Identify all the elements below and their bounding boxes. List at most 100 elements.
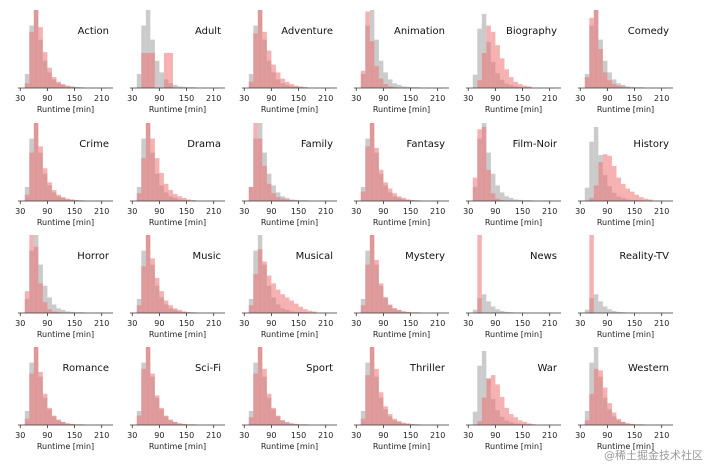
genre-bar [271,64,276,88]
genre-bar [495,384,500,425]
genre-bar [51,415,57,425]
genre-bar [257,347,263,425]
genre-bar [266,50,272,88]
x-axis-label: Runtime [min] [37,442,94,451]
x-tick-label: 150 [515,94,530,103]
genre-bar [47,67,52,88]
all-movies-bar [495,309,500,313]
x-tick-label: 90 [42,431,52,440]
x-tick-label: 30 [127,207,137,216]
genre-bar [56,419,61,425]
genre-title: Horror [77,251,110,262]
all-movies-bar [154,60,160,88]
x-tick-label: 90 [154,94,164,103]
all-movies-bar [24,186,30,201]
all-movies-bar [65,311,71,313]
genre-bar [177,196,183,201]
genre-bar [643,198,649,201]
x-axis-label: Runtime [min] [485,330,542,339]
x-tick-label: 90 [42,94,52,103]
genre-bar [253,373,258,425]
genre-bar [486,169,491,201]
genre-bar [284,297,290,313]
genre-bar [33,347,39,425]
genre-bar [271,193,276,201]
genre-bar [477,129,482,201]
genre-bar [396,309,402,313]
genre-bar [396,196,402,201]
genre-bar [145,235,151,313]
all-movies-bar [24,410,30,425]
genre-bar [378,78,384,88]
genre-bar [159,172,164,201]
x-tick-label: 30 [463,207,473,216]
genre-bar [392,193,397,201]
x-tick-label: 30 [575,319,585,328]
all-movies-bar [401,86,407,88]
genre-bar [634,194,640,201]
x-tick-label: 30 [351,94,361,103]
genre-bar [518,84,523,88]
genre-bar [56,194,61,201]
genre-title: Adult [195,26,221,37]
all-movies-bar [508,197,514,201]
x-tick-label: 90 [154,431,164,440]
genre-bar [248,81,254,88]
genre-bar [360,70,366,88]
genre-bar [42,393,48,425]
genre-bar [163,300,169,313]
genre-bar [29,152,34,201]
genre-title: Family [301,139,333,150]
genre-title: Adventure [281,26,333,37]
genre-bar [607,155,612,201]
genre-bar [284,81,290,88]
genre-bar [70,199,75,201]
genre-bar [387,305,393,313]
all-movies-bar [630,86,635,88]
x-tick-label: 210 [318,207,333,216]
x-axis-label: Runtime [min] [373,105,430,114]
genre-bar [186,199,192,201]
genre-bar [284,422,290,425]
genre-bar [593,185,599,201]
x-axis-label: Runtime [min] [261,442,318,451]
x-tick-label: 30 [463,431,473,440]
x-tick-label: 150 [627,319,642,328]
genre-bar [29,31,34,88]
genre-bar [630,191,635,201]
genre-bar [145,123,151,201]
all-movies-bar [383,72,388,88]
all-movies-bar [611,79,617,88]
genre-bar [253,274,258,313]
genre-bar [513,417,519,425]
genre-bar [47,309,52,313]
x-tick-label: 30 [239,207,249,216]
genre-bar [168,419,173,425]
genre-bar [248,186,254,201]
x-tick-label: 150 [291,94,306,103]
genre-bar [266,275,272,313]
x-axis-label: Runtime [min] [149,105,206,114]
x-axis-label: Runtime [min] [37,105,94,114]
genre-bar [172,421,178,425]
genre-title: News [530,251,557,262]
all-movies-bar [182,86,187,88]
all-movies-bar [607,309,612,313]
genre-bar [257,249,263,313]
genre-bar [168,190,173,201]
all-movies-bar [275,192,281,201]
genre-bar [369,41,375,88]
genre-bar [145,347,151,425]
genre-bar [383,406,388,425]
genre-bar [266,183,272,201]
genre-bar [598,162,603,201]
genre-title: Fantasy [407,139,446,150]
